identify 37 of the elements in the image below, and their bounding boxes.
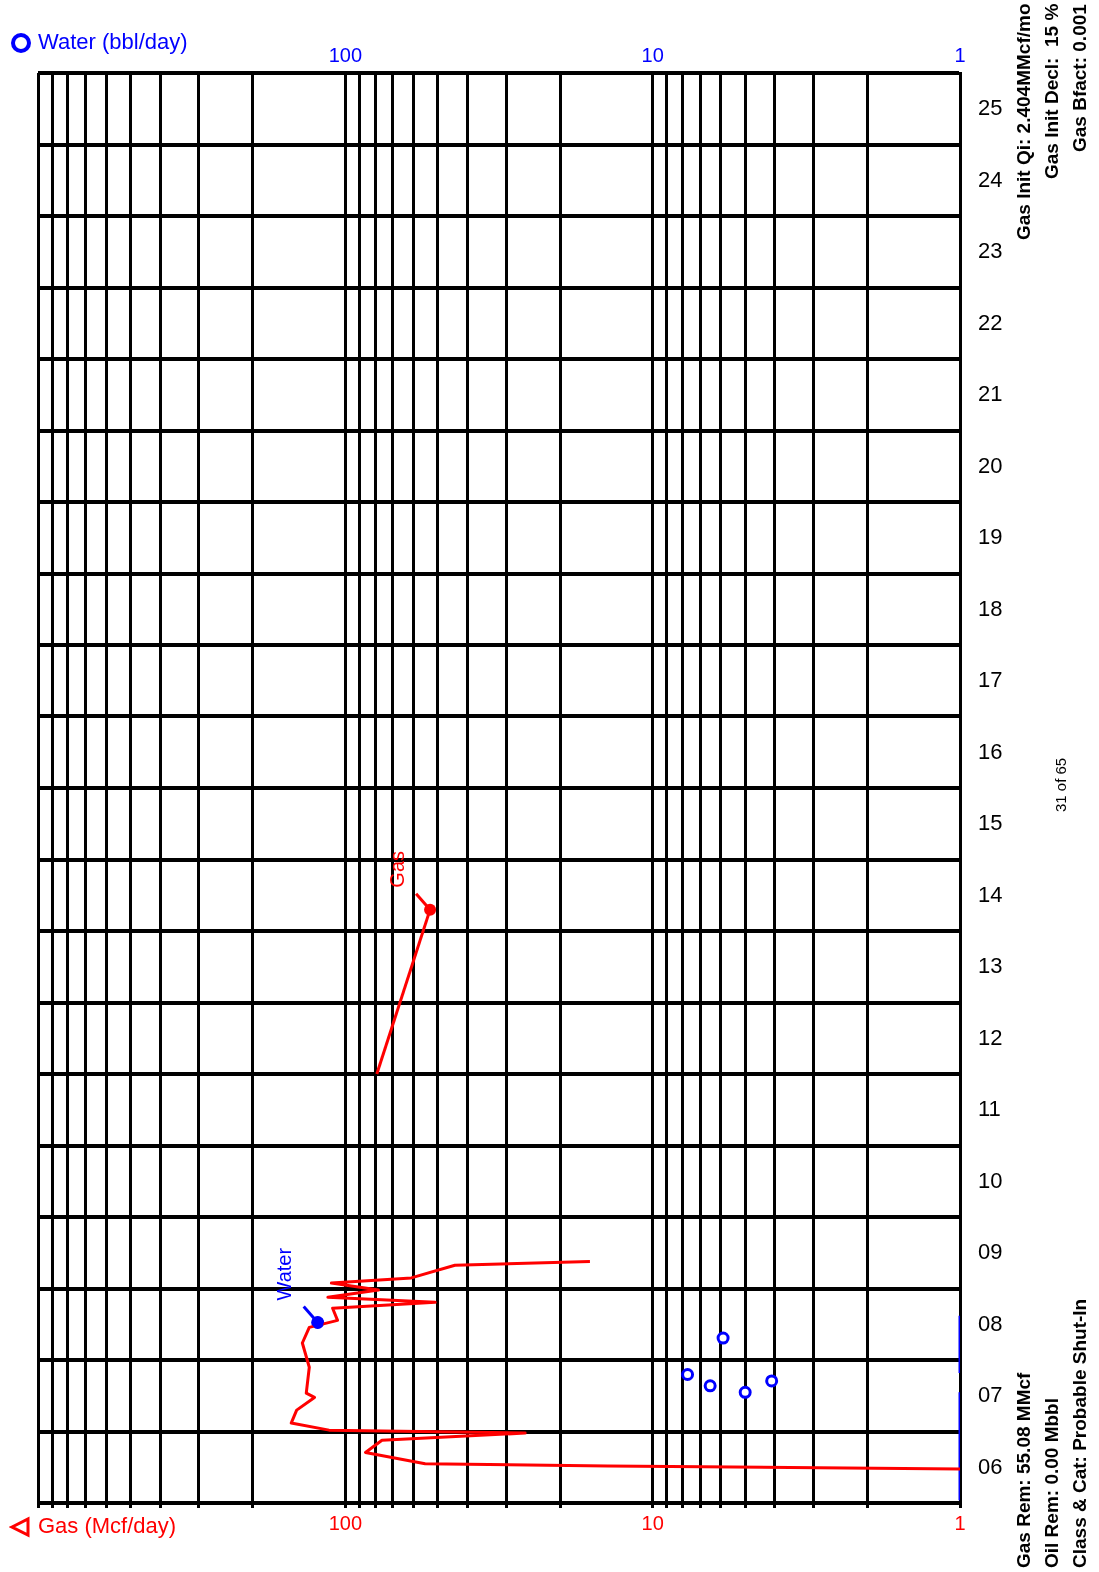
- y-tick-label: 06: [978, 1453, 1003, 1479]
- annotation: Water: [273, 1247, 296, 1301]
- text: Gas Init Decl: 15 %: [1040, 4, 1063, 182]
- y-tick-label: 10: [978, 1167, 1003, 1193]
- text: Oil Rem: 0.00 Mbbl: [1040, 1397, 1063, 1568]
- text: 100: [328, 1511, 363, 1534]
- text: 1: [954, 1511, 966, 1534]
- y-tick-label: 12: [978, 1024, 1003, 1050]
- y-tick-label: 13: [978, 953, 1003, 979]
- y-tick-label: 23: [978, 238, 1003, 264]
- y-tick-label: 21: [978, 381, 1003, 407]
- text: Gas Bfact: 0.001: [1068, 4, 1091, 154]
- y-tick-label: 11: [978, 1096, 1001, 1122]
- y-tick-label: 09: [978, 1239, 1003, 1265]
- x-tick-label: 1: [954, 43, 966, 66]
- y-tick-label: 07: [978, 1382, 1003, 1408]
- x2-axis-title: Water (bbl/day): [38, 29, 188, 55]
- x-tick-label: 10: [641, 43, 664, 66]
- text: Class & Cat: Probable Shut-In: [1068, 1297, 1091, 1568]
- text: 31 of 65: [1052, 756, 1069, 815]
- y-tick-label: 15: [978, 810, 1003, 836]
- y-tick-label: 17: [978, 667, 1003, 693]
- y-tick-label: 16: [978, 738, 1003, 764]
- y-tick-label: 08: [978, 1310, 1003, 1336]
- y-tick-label: 14: [978, 881, 1003, 907]
- text: Gas Init Qi: 2.404MMcf/mo: [1012, 4, 1035, 243]
- y-tick-label: 24: [978, 166, 1003, 192]
- y-tick-label: 20: [978, 452, 1003, 478]
- x-tick-label: 100: [328, 43, 363, 66]
- annotation: Gas: [385, 850, 408, 888]
- x-axis-title: Gas (Mcf/day): [38, 1513, 177, 1539]
- text: Gas Rem: 55.08 MMcf: [1012, 1371, 1035, 1568]
- y-tick-label: 18: [978, 595, 1003, 621]
- y-tick-label: 25: [978, 95, 1003, 121]
- y-tick-label: 19: [978, 524, 1003, 550]
- text: 10: [641, 1511, 664, 1534]
- y-tick-label: 22: [978, 309, 1003, 335]
